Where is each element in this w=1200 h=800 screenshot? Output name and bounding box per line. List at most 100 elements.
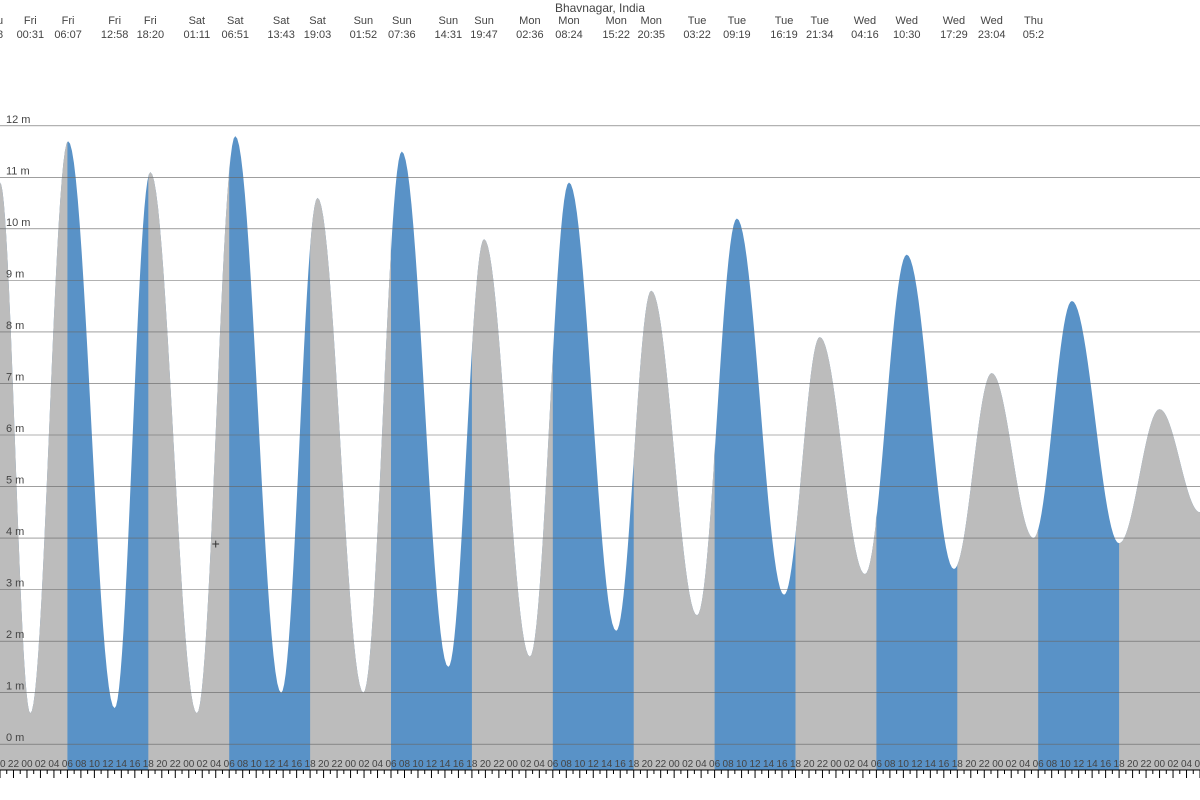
top-label-time: 19:03: [304, 29, 332, 41]
top-label-time: 02:36: [516, 29, 544, 41]
top-label-time: 13:43: [267, 29, 295, 41]
top-label-day: Mon: [605, 15, 626, 27]
x-axis-hour-label: 20: [0, 759, 6, 770]
x-axis-hour-label: 18: [466, 759, 478, 770]
x-axis-hour-label: 16: [453, 759, 465, 770]
x-axis-hour-label: 18: [143, 759, 155, 770]
top-label-time: 01:52: [350, 29, 378, 41]
tide-area-night: [472, 239, 553, 770]
x-axis-hour-label: 12: [911, 759, 923, 770]
y-axis-label: 12 m: [6, 114, 30, 126]
top-label-day: Mon: [641, 15, 662, 27]
top-label-time: 03:22: [683, 29, 711, 41]
y-axis-label: 9 m: [6, 268, 24, 280]
top-label-day: Tue: [728, 15, 747, 27]
top-label-time: 09:19: [723, 29, 751, 41]
tide-area-night: [957, 373, 1038, 770]
top-label-time: 21:34: [806, 29, 834, 41]
x-axis-hour-label: 20: [318, 759, 330, 770]
x-axis-hour-label: 10: [898, 759, 910, 770]
x-axis-hour-label: 10: [412, 759, 424, 770]
x-axis-hour-label: 14: [1087, 759, 1099, 770]
y-axis-label: 1 m: [6, 681, 24, 693]
x-axis-hour-label: 10: [574, 759, 586, 770]
top-label-day: Fri: [62, 15, 75, 27]
x-axis-hour-label: 22: [332, 759, 344, 770]
x-axis-hour-label: 18: [305, 759, 317, 770]
top-label-time: 14:31: [435, 29, 463, 41]
top-label-time: 08:24: [555, 29, 583, 41]
top-label-day: Sun: [354, 15, 374, 27]
x-axis-hour-label: 20: [480, 759, 492, 770]
x-axis-hour-label: 12: [426, 759, 438, 770]
x-axis-hour-label: 08: [237, 759, 249, 770]
x-axis-hour-label: 10: [736, 759, 748, 770]
x-axis-hour-label: 22: [8, 759, 20, 770]
x-axis-hour-label: 04: [1019, 759, 1031, 770]
x-axis-hour-label: 06: [1033, 759, 1045, 770]
x-axis-hour-label: 08: [75, 759, 87, 770]
x-axis-hour-label: 12: [264, 759, 276, 770]
top-label-time: 06:07: [54, 29, 82, 41]
x-axis-hour-label: 22: [1141, 759, 1153, 770]
x-axis-hour-label: 06: [1194, 759, 1200, 770]
x-axis-hour-label: 06: [385, 759, 397, 770]
top-label-day: Fri: [108, 15, 121, 27]
x-axis-hour-label: 22: [817, 759, 829, 770]
top-label-day: Sun: [392, 15, 412, 27]
x-axis-hour-label: 08: [1046, 759, 1058, 770]
x-axis-hour-label: 12: [749, 759, 761, 770]
x-axis-hour-label: 02: [844, 759, 856, 770]
x-axis-hour-label: 16: [129, 759, 141, 770]
x-axis-hour-label: 18: [628, 759, 640, 770]
x-axis-hour-label: 16: [938, 759, 950, 770]
x-axis-hour-label: 00: [830, 759, 842, 770]
y-axis-label: 7 m: [6, 371, 24, 383]
y-axis-label: 10 m: [6, 217, 30, 229]
x-axis-hour-label: 20: [642, 759, 654, 770]
x-axis-hour-label: 08: [884, 759, 896, 770]
top-label-time: 10:30: [893, 29, 921, 41]
top-label-day: Thu: [1024, 15, 1043, 27]
y-axis-label: 8 m: [6, 320, 24, 332]
top-label-day: Wed: [980, 15, 1002, 27]
x-axis-hour-label: 00: [1154, 759, 1166, 770]
top-label-time: 18:20: [137, 29, 165, 41]
top-label-time: 00:31: [17, 29, 45, 41]
top-label-day: Wed: [854, 15, 876, 27]
tide-area-night: [796, 337, 877, 770]
x-axis-hour-label: 04: [210, 759, 222, 770]
y-axis-label: 5 m: [6, 475, 24, 487]
x-axis-hour-label: 22: [493, 759, 505, 770]
x-axis-hour-label: 16: [1100, 759, 1112, 770]
y-axis-label: 0 m: [6, 732, 24, 744]
x-axis-hour-label: 10: [251, 759, 263, 770]
x-axis-hour-label: 04: [857, 759, 869, 770]
x-axis-hour-label: 02: [35, 759, 47, 770]
top-label-day: Wed: [896, 15, 918, 27]
y-axis-label: 2 m: [6, 629, 24, 641]
x-axis-hour-label: 10: [89, 759, 101, 770]
top-label-time: 19:47: [470, 29, 498, 41]
top-label-day: Tue: [811, 15, 830, 27]
x-axis-hour-label: 06: [547, 759, 559, 770]
tide-area-night: [148, 158, 229, 770]
x-axis-hour-label: 14: [601, 759, 613, 770]
x-axis-hour-label: 00: [992, 759, 1004, 770]
x-axis-hour-label: 08: [561, 759, 573, 770]
cursor-crosshair: +: [212, 535, 220, 551]
x-axis-hour-label: 08: [399, 759, 411, 770]
x-axis-hour-label: 02: [682, 759, 694, 770]
top-label-time: 20:35: [637, 29, 665, 41]
tide-chart-svg: 0 m1 m2 m3 m4 m5 m6 m7 m8 m9 m10 m11 m12…: [0, 0, 1200, 800]
y-axis-label: 6 m: [6, 423, 24, 435]
x-axis-hour-label: 04: [1181, 759, 1193, 770]
x-axis-hour-label: 00: [183, 759, 195, 770]
x-axis-hour-label: 16: [776, 759, 788, 770]
top-label-day: Sat: [309, 15, 326, 27]
tide-chart: 0 m1 m2 m3 m4 m5 m6 m7 m8 m9 m10 m11 m12…: [0, 0, 1200, 800]
top-label-time: 8: [0, 29, 3, 41]
x-axis-hour-label: 22: [979, 759, 991, 770]
top-label-day: Mon: [519, 15, 540, 27]
y-axis-label: 3 m: [6, 578, 24, 590]
